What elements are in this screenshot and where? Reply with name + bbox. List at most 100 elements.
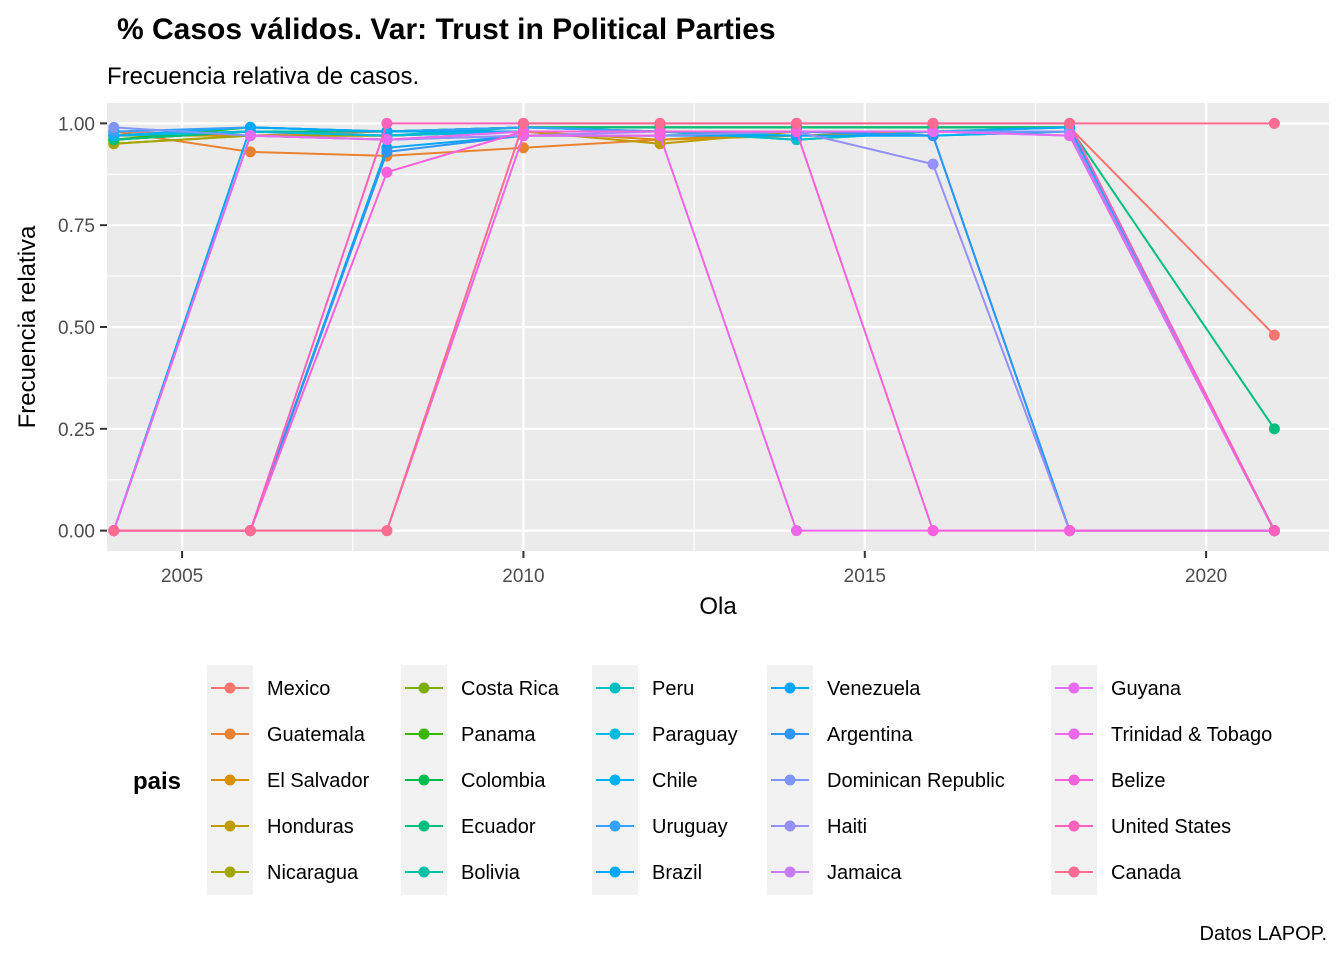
plot-panel bbox=[107, 103, 1329, 551]
data-point-belize bbox=[1064, 525, 1076, 537]
data-point-trinidad-tobago bbox=[791, 525, 803, 537]
data-point-argentina bbox=[381, 146, 393, 158]
x-tick-label: 2010 bbox=[502, 566, 544, 587]
legend-key-point bbox=[609, 728, 621, 740]
legend-key-point bbox=[224, 820, 236, 832]
legend-label: Canada bbox=[1111, 862, 1182, 884]
data-point-canada bbox=[1268, 117, 1280, 129]
x-tick-label: 2015 bbox=[844, 566, 886, 587]
legend-key-point bbox=[784, 728, 796, 740]
y-tick-label: 0.50 bbox=[58, 318, 95, 339]
data-point-belize bbox=[381, 166, 393, 178]
legend-label: Panama bbox=[461, 724, 536, 746]
legend-item-honduras: Honduras bbox=[207, 803, 354, 849]
legend-item-costa-rica: Costa Rica bbox=[401, 665, 560, 711]
data-point-canada bbox=[654, 117, 666, 129]
legend-label: Jamaica bbox=[827, 862, 902, 884]
legend-item-nicaragua: Nicaragua bbox=[207, 849, 359, 895]
legend-label: Colombia bbox=[461, 770, 546, 792]
data-point-canada bbox=[1064, 117, 1076, 129]
legend-label: United States bbox=[1111, 816, 1231, 838]
legend-item-peru: Peru bbox=[592, 665, 694, 711]
legend-label: Honduras bbox=[267, 816, 354, 838]
legend-label: Bolivia bbox=[461, 862, 521, 884]
data-point-haiti bbox=[927, 158, 939, 170]
legend-item-trinidad-tobago: Trinidad & Tobago bbox=[1051, 711, 1272, 757]
x-tick-label: 2005 bbox=[161, 566, 203, 587]
legend-key-point bbox=[418, 866, 430, 878]
legend-label: Paraguay bbox=[652, 724, 738, 746]
data-point-dominican-republic bbox=[108, 121, 120, 133]
y-tick-label: 0.00 bbox=[58, 522, 95, 543]
legend-key-point bbox=[1068, 682, 1080, 694]
legend-label: Venezuela bbox=[827, 678, 921, 700]
legend-label: Trinidad & Tobago bbox=[1111, 724, 1272, 746]
legend-key-point bbox=[418, 820, 430, 832]
legend-item-bolivia: Bolivia bbox=[401, 849, 521, 895]
data-point-mexico bbox=[1268, 329, 1280, 341]
legend-key-point bbox=[609, 774, 621, 786]
legend-key-point bbox=[224, 866, 236, 878]
legend-item-belize: Belize bbox=[1051, 757, 1165, 803]
legend-label: Mexico bbox=[267, 678, 330, 700]
legend-label: Haiti bbox=[827, 816, 867, 838]
data-point-ecuador bbox=[1268, 423, 1280, 435]
legend-key-point bbox=[1068, 866, 1080, 878]
legend-item-el-salvador: El Salvador bbox=[207, 757, 370, 803]
data-point-belize bbox=[927, 525, 939, 537]
data-point-guyana bbox=[1064, 130, 1076, 142]
legend-key-point bbox=[418, 728, 430, 740]
legend-item-uruguay: Uruguay bbox=[592, 803, 728, 849]
legend-label: Brazil bbox=[652, 862, 702, 884]
x-tick-label: 2020 bbox=[1185, 566, 1227, 587]
data-point-canada bbox=[244, 525, 256, 537]
data-point-guyana bbox=[244, 130, 256, 142]
legend-label: Guatemala bbox=[267, 724, 366, 746]
chart-caption: Datos LAPOP. bbox=[1200, 923, 1327, 945]
legend-item-panama: Panama bbox=[401, 711, 536, 757]
legend-item-colombia: Colombia bbox=[401, 757, 546, 803]
legend-label: Chile bbox=[652, 770, 698, 792]
data-point-guyana bbox=[927, 126, 939, 138]
y-tick-label: 0.25 bbox=[58, 420, 95, 441]
data-point-canada bbox=[108, 525, 120, 537]
legend-label: Uruguay bbox=[652, 816, 728, 838]
y-tick-label: 0.75 bbox=[58, 216, 95, 237]
legend-item-paraguay: Paraguay bbox=[592, 711, 738, 757]
series-layer bbox=[108, 117, 1280, 537]
legend-label: Peru bbox=[652, 678, 694, 700]
data-point-brazil bbox=[244, 121, 256, 133]
y-tick-label: 1.00 bbox=[58, 114, 95, 135]
legend-key-point bbox=[1068, 820, 1080, 832]
legend-key-point bbox=[784, 820, 796, 832]
data-point-canada bbox=[381, 525, 393, 537]
legend-key-point bbox=[784, 774, 796, 786]
legend-item-guatemala: Guatemala bbox=[207, 711, 366, 757]
legend-key-point bbox=[224, 728, 236, 740]
legend-item-united-states: United States bbox=[1051, 803, 1231, 849]
legend-key-point bbox=[224, 774, 236, 786]
data-point-canada bbox=[791, 117, 803, 129]
legend-item-dominican-republic: Dominican Republic bbox=[767, 757, 1005, 803]
y-axis-label: Frecuencia relativa bbox=[14, 225, 41, 428]
legend: pais Mexico Guatemala El Salvador Honduras N… bbox=[133, 665, 1272, 895]
legend-item-haiti: Haiti bbox=[767, 803, 867, 849]
legend-key-point bbox=[609, 820, 621, 832]
legend-key-point bbox=[609, 866, 621, 878]
x-axis-label: Ola bbox=[699, 593, 737, 620]
data-point-belize bbox=[654, 126, 666, 138]
legend-key-point bbox=[609, 682, 621, 694]
legend-key-point bbox=[1068, 774, 1080, 786]
legend-key-point bbox=[224, 682, 236, 694]
data-point-united-states bbox=[1268, 525, 1280, 537]
legend-item-chile: Chile bbox=[592, 757, 698, 803]
legend-key-point bbox=[418, 682, 430, 694]
legend-item-guyana: Guyana bbox=[1051, 665, 1182, 711]
series-canada bbox=[108, 117, 1280, 537]
legend-label: Belize bbox=[1111, 770, 1165, 792]
legend-key-point bbox=[784, 682, 796, 694]
legend-label: Nicaragua bbox=[267, 862, 359, 884]
legend-item-ecuador: Ecuador bbox=[401, 803, 536, 849]
